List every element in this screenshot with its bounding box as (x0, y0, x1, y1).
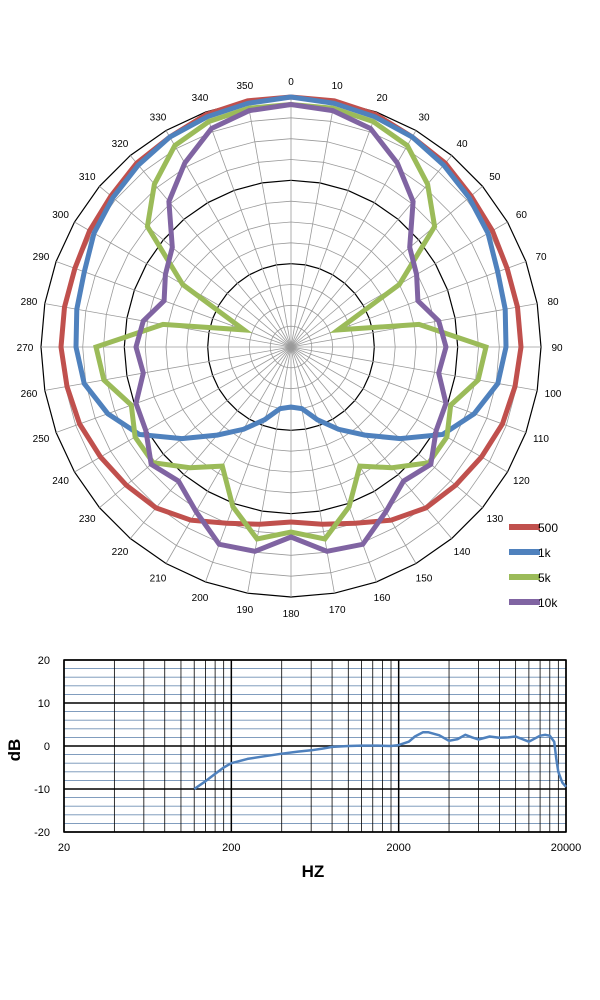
angle-label: 130 (486, 514, 503, 525)
angle-label: 60 (516, 210, 528, 221)
angle-label: 310 (79, 172, 96, 183)
grid-spoke (290, 261, 527, 348)
series-1k-line (73, 94, 509, 442)
polar-pattern-chart: 0 350 340 330 320 310 300 290 280 270 260 250 240 230… (17, 77, 563, 620)
angle-label: 30 (418, 113, 430, 124)
legend-label: 10k (538, 596, 558, 610)
angle-label: 190 (236, 605, 253, 616)
frequency-grid (63, 659, 567, 833)
x-tick-label: 2000 (386, 842, 410, 854)
grid-spoke (290, 346, 508, 473)
legend: 500 1k 5k 10k (509, 521, 558, 610)
series-10k-line (133, 101, 449, 554)
angle-label: 170 (329, 605, 346, 616)
response-curve (193, 730, 567, 791)
grid-spoke (290, 100, 335, 348)
angle-label: 350 (236, 81, 253, 92)
angle-label: 290 (33, 252, 50, 263)
angle-label: 70 (535, 252, 547, 263)
angle-label: 270 (17, 343, 34, 354)
grid-spoke (290, 130, 417, 348)
grid-spoke (99, 346, 292, 509)
grid-spoke (290, 346, 417, 564)
angle-label: 210 (150, 573, 167, 584)
angle-label: 0 (288, 77, 294, 88)
grid-spoke (290, 155, 453, 348)
angle-label: 330 (150, 113, 167, 124)
grid-spoke (55, 261, 292, 348)
y-tick-label: 10 (38, 698, 50, 710)
angle-label: 320 (112, 139, 129, 150)
angle-label: 220 (112, 547, 129, 558)
y-tick-label: -20 (34, 827, 50, 839)
angle-label: 140 (454, 547, 471, 558)
grid-spoke (290, 185, 483, 348)
angle-label: 160 (374, 593, 391, 604)
grid-spoke (55, 346, 292, 433)
angle-label: 110 (533, 434, 549, 445)
grid-spoke (99, 185, 292, 348)
angle-label: 250 (33, 434, 50, 445)
angle-label: 100 (545, 389, 562, 400)
plot-frame (63, 659, 567, 833)
grid-spoke (290, 346, 527, 433)
grid-spoke (165, 130, 292, 348)
angle-label: 200 (192, 593, 209, 604)
angle-label: 300 (52, 210, 69, 221)
angle-label: 230 (79, 514, 96, 525)
angle-label: 180 (283, 609, 300, 620)
x-axis-label: HZ (302, 862, 325, 881)
angle-label: 260 (21, 389, 38, 400)
angle-label: 40 (456, 139, 468, 150)
polar-angle-labels: 0 350 340 330 320 310 300 290 280 270 260 250 240 230… (17, 77, 563, 620)
y-tick-label: 0 (44, 741, 50, 753)
angle-label: 90 (551, 343, 563, 354)
x-tick-label: 20 (58, 842, 70, 854)
legend-label: 1k (538, 546, 552, 560)
angle-label: 20 (376, 93, 388, 104)
legend-label: 5k (538, 571, 552, 585)
angle-label: 280 (21, 297, 38, 308)
grid-spoke (290, 346, 483, 509)
frequency-series (193, 730, 567, 791)
grid-spoke (74, 346, 292, 473)
grid-spoke (129, 155, 292, 348)
angle-label: 50 (489, 172, 501, 183)
grid-spoke (247, 100, 292, 348)
y-tick-label: 20 (38, 655, 50, 667)
grid-spoke (290, 111, 377, 348)
frequency-tick-labels: 20 10 0 -10 -20 20 200 2000 20000 (34, 655, 581, 854)
angle-label: 10 (332, 81, 344, 92)
angle-label: 80 (547, 297, 559, 308)
series-5k-line (93, 101, 489, 542)
y-axis-label: dB (5, 739, 24, 762)
legend-label: 500 (538, 521, 558, 535)
grid-spoke (205, 111, 292, 348)
y-tick-label: -10 (34, 784, 50, 796)
grid-spoke (165, 346, 292, 564)
angle-label: 240 (52, 476, 69, 487)
angle-label: 150 (416, 573, 433, 584)
polar-series (58, 94, 524, 554)
angle-label: 120 (513, 476, 530, 487)
x-tick-label: 200 (222, 842, 240, 854)
frequency-response-chart: 20 10 0 -10 -20 20 200 2000 20000 HZ dB (5, 655, 581, 881)
angle-label: 340 (192, 93, 209, 104)
x-tick-label: 20000 (551, 842, 582, 854)
series-500-line (58, 94, 524, 527)
